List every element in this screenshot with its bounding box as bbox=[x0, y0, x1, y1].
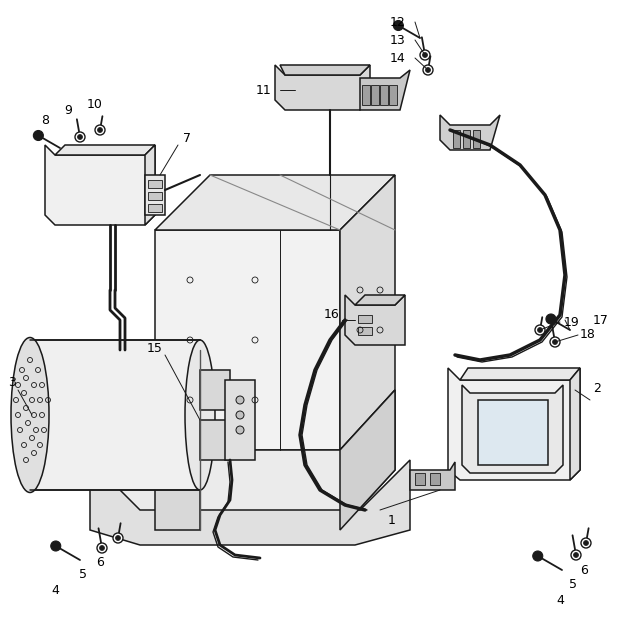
Text: 15: 15 bbox=[147, 342, 163, 354]
Circle shape bbox=[571, 550, 581, 560]
Circle shape bbox=[426, 67, 431, 73]
Circle shape bbox=[550, 337, 560, 347]
Polygon shape bbox=[362, 85, 370, 105]
Polygon shape bbox=[463, 130, 470, 148]
Polygon shape bbox=[462, 385, 563, 473]
Polygon shape bbox=[440, 115, 500, 150]
Bar bbox=[148, 180, 162, 188]
Circle shape bbox=[236, 396, 244, 404]
Text: 1: 1 bbox=[388, 513, 396, 527]
Polygon shape bbox=[100, 390, 395, 530]
Polygon shape bbox=[145, 145, 155, 225]
Polygon shape bbox=[90, 460, 410, 545]
Polygon shape bbox=[275, 65, 370, 110]
Polygon shape bbox=[340, 175, 395, 450]
Polygon shape bbox=[355, 295, 405, 305]
Polygon shape bbox=[570, 368, 580, 480]
Circle shape bbox=[553, 340, 557, 345]
Circle shape bbox=[113, 533, 123, 543]
Circle shape bbox=[546, 314, 556, 324]
Text: 6: 6 bbox=[580, 563, 588, 576]
Polygon shape bbox=[155, 230, 340, 450]
Circle shape bbox=[116, 536, 121, 541]
Circle shape bbox=[100, 546, 105, 551]
Circle shape bbox=[77, 134, 82, 139]
Polygon shape bbox=[360, 70, 410, 110]
Text: 3: 3 bbox=[8, 377, 16, 389]
Polygon shape bbox=[478, 400, 548, 465]
Circle shape bbox=[33, 130, 43, 141]
Text: 13: 13 bbox=[390, 34, 406, 46]
Circle shape bbox=[236, 411, 244, 419]
Circle shape bbox=[581, 538, 591, 548]
Polygon shape bbox=[145, 175, 165, 215]
Circle shape bbox=[533, 551, 543, 561]
Polygon shape bbox=[155, 175, 395, 230]
Circle shape bbox=[97, 543, 107, 553]
Circle shape bbox=[423, 65, 433, 75]
Polygon shape bbox=[340, 390, 395, 530]
Polygon shape bbox=[280, 65, 370, 75]
Text: 10: 10 bbox=[87, 99, 103, 111]
Polygon shape bbox=[389, 85, 397, 105]
Text: 9: 9 bbox=[64, 104, 72, 116]
Text: 4: 4 bbox=[51, 583, 59, 597]
Circle shape bbox=[95, 125, 105, 135]
Bar bbox=[430, 473, 440, 485]
Circle shape bbox=[75, 132, 85, 142]
Ellipse shape bbox=[185, 340, 215, 490]
Polygon shape bbox=[200, 420, 230, 460]
Text: 6: 6 bbox=[96, 555, 104, 569]
Text: 5: 5 bbox=[79, 569, 87, 581]
Text: 11: 11 bbox=[256, 83, 272, 97]
Polygon shape bbox=[460, 368, 580, 380]
Text: 18: 18 bbox=[580, 329, 596, 342]
Text: 8: 8 bbox=[41, 113, 49, 127]
Text: 4: 4 bbox=[556, 593, 564, 607]
Circle shape bbox=[537, 328, 543, 333]
Bar bbox=[358, 315, 372, 323]
Circle shape bbox=[50, 541, 61, 551]
Text: 2: 2 bbox=[593, 382, 601, 394]
Circle shape bbox=[583, 541, 589, 546]
Polygon shape bbox=[45, 145, 155, 225]
Bar bbox=[358, 327, 372, 335]
Circle shape bbox=[236, 426, 244, 434]
Circle shape bbox=[98, 127, 102, 132]
Circle shape bbox=[422, 53, 427, 57]
Text: 19: 19 bbox=[564, 315, 580, 329]
Text: 17: 17 bbox=[593, 314, 609, 326]
Text: 7: 7 bbox=[183, 132, 191, 144]
Polygon shape bbox=[55, 145, 155, 155]
Polygon shape bbox=[200, 370, 230, 410]
Text: 5: 5 bbox=[569, 577, 577, 590]
Bar bbox=[148, 192, 162, 200]
Circle shape bbox=[420, 50, 430, 60]
Circle shape bbox=[394, 20, 403, 31]
Polygon shape bbox=[371, 85, 379, 105]
Bar bbox=[415, 473, 425, 485]
Polygon shape bbox=[155, 450, 200, 530]
Circle shape bbox=[573, 553, 578, 558]
Polygon shape bbox=[473, 130, 480, 148]
Polygon shape bbox=[345, 295, 405, 345]
Polygon shape bbox=[453, 130, 460, 148]
Polygon shape bbox=[380, 85, 388, 105]
Text: 12: 12 bbox=[390, 15, 406, 29]
Polygon shape bbox=[30, 340, 200, 490]
Circle shape bbox=[535, 325, 545, 335]
Text: 16: 16 bbox=[324, 307, 340, 321]
Text: 14: 14 bbox=[390, 52, 406, 64]
Polygon shape bbox=[410, 462, 455, 490]
Ellipse shape bbox=[11, 338, 49, 492]
Polygon shape bbox=[448, 368, 580, 480]
Bar bbox=[148, 204, 162, 212]
Polygon shape bbox=[225, 380, 255, 460]
